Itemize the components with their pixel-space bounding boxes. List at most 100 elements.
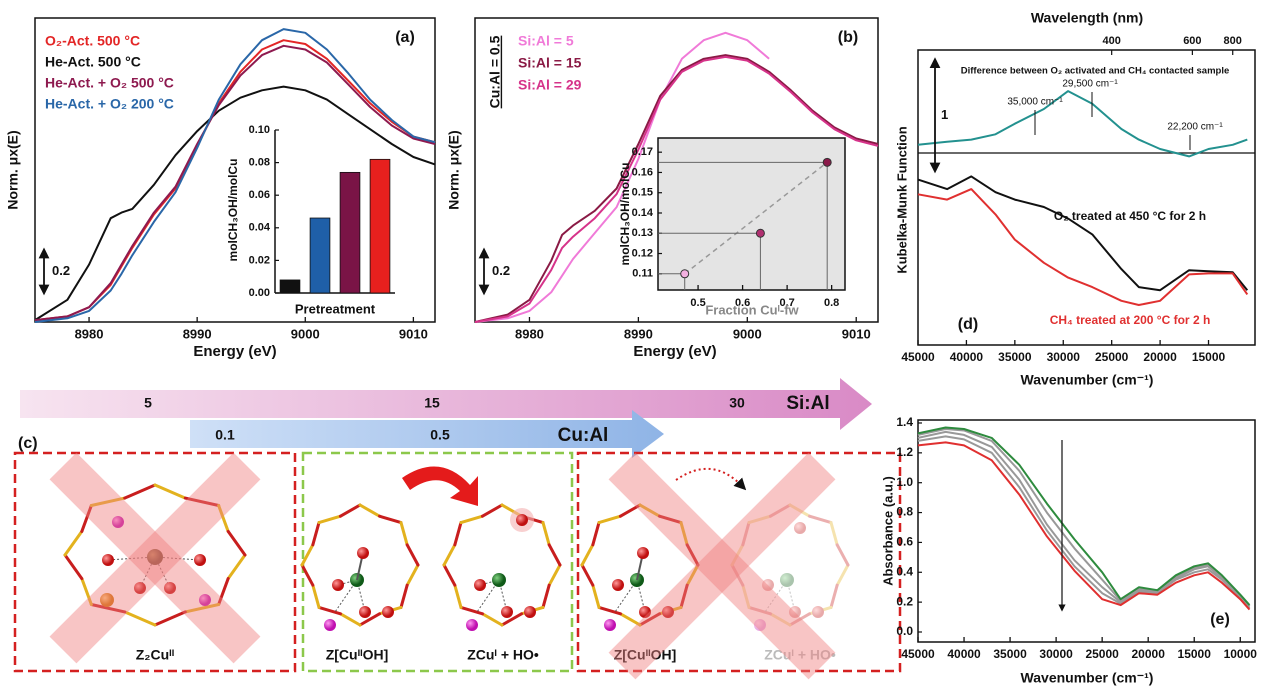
bond: [618, 503, 642, 518]
atom: [112, 516, 124, 528]
bond: [547, 543, 562, 567]
bond: [764, 579, 788, 613]
zeolite-ring: [300, 503, 420, 631]
y-tick-label: 0.04: [249, 222, 271, 234]
bond: [63, 553, 84, 581]
x-tick-label: 9000: [733, 326, 762, 341]
atom: [357, 547, 369, 559]
bond: [183, 496, 221, 508]
y-tick-label: 0.02: [249, 254, 270, 266]
legend-entry: He-Act. + O₂ 500 °C: [45, 75, 174, 91]
bond: [459, 514, 484, 525]
x-tick-label: 30000: [1039, 647, 1073, 661]
panel-label: (b): [838, 29, 858, 46]
bond: [835, 543, 850, 567]
scatter-point: [755, 228, 765, 238]
bond: [480, 612, 504, 627]
atom: [637, 547, 649, 559]
cu-al-label: 0.5: [430, 427, 450, 443]
x-tick-label: 9000: [291, 326, 320, 341]
bond: [580, 543, 595, 567]
reaction-arrow-blocked: [675, 467, 747, 491]
x2-tick-label: 600: [1183, 35, 1201, 47]
bond: [747, 605, 772, 616]
atom: [466, 619, 478, 631]
panel-label: (c): [18, 435, 38, 452]
bond: [829, 583, 839, 609]
x-tick-label: 20000: [1132, 647, 1166, 661]
x-tick-label: 9010: [399, 326, 428, 341]
x-tick-label: 35000: [998, 350, 1032, 364]
plot-frame: [917, 49, 1256, 346]
atom: [382, 606, 394, 618]
bond: [741, 583, 751, 609]
bond: [334, 579, 358, 613]
bond: [685, 563, 700, 587]
bond: [399, 521, 409, 547]
legend-entry: O₂-Act. 500 °C: [45, 33, 140, 49]
atom: [639, 606, 651, 618]
atom: [102, 554, 114, 566]
x2-tick-label: 800: [1224, 35, 1242, 47]
series-line: [917, 428, 1251, 608]
x-axis-label: Wavenumber (cm⁻¹): [1021, 670, 1154, 686]
plot-frame: [657, 137, 846, 291]
y-tick-label: 0.13: [632, 227, 653, 239]
bond: [618, 612, 642, 627]
bond: [317, 605, 342, 616]
bond: [338, 503, 362, 518]
y-tick-label: 0.14: [632, 207, 654, 219]
annotation: 22,200 cm⁻¹: [1167, 122, 1223, 133]
plot-frame: [474, 17, 879, 323]
plot-frame: [34, 17, 436, 323]
x-axis-label: Energy (eV): [633, 343, 716, 360]
bond: [442, 543, 457, 567]
box-active: [301, 451, 574, 673]
bond: [311, 521, 321, 547]
y-tick-label: 0.06: [249, 189, 270, 201]
y-tick-label: 1.2: [896, 445, 913, 459]
bond: [768, 503, 792, 518]
chart-panel: 0.5 0.6 0.7 0.8 0.11 0.12 0.13 0.14 0.15 0.16 0.17…: [618, 137, 846, 317]
atom: [359, 606, 371, 618]
series-line: [917, 175, 1249, 292]
bond: [89, 602, 127, 614]
structure-label: ZCuᴵ + HO•: [764, 647, 836, 663]
si-al-arrow: [20, 378, 872, 430]
legend-entry: He-Act. + O₂ 200 °C: [45, 96, 174, 112]
atom: [612, 579, 624, 591]
atom: [492, 573, 506, 587]
scatter-point: [822, 157, 832, 167]
y-tick-label: 0.17: [632, 146, 653, 158]
bond: [541, 583, 551, 609]
bond: [217, 504, 230, 533]
x-tick-label: 40000: [950, 350, 984, 364]
x-tick-label: 8980: [515, 326, 544, 341]
bond: [459, 605, 484, 616]
y-axis-label: Norm. μx(E): [446, 130, 462, 209]
bond: [358, 503, 382, 518]
series-line: [917, 435, 1251, 609]
bond: [730, 543, 745, 567]
y-tick-label: 0.0: [896, 624, 913, 638]
atom: [147, 549, 163, 565]
bond: [547, 563, 562, 587]
bond: [829, 521, 839, 547]
y-tick-label: 0.00: [249, 287, 270, 299]
atom: [134, 582, 146, 594]
atom: [100, 593, 114, 607]
atom: [789, 606, 801, 618]
si-al-label: 15: [424, 395, 440, 411]
x-tick-label: 0.5: [690, 297, 705, 309]
x-tick-label: 15000: [1178, 647, 1212, 661]
bond: [679, 583, 689, 609]
bond: [597, 514, 622, 525]
x-tick-label: 0.8: [824, 297, 839, 309]
atom: [194, 554, 206, 566]
y-tick-label: 0.16: [632, 166, 653, 178]
scatter-point: [680, 269, 690, 279]
x2-axis-label: Wavelength (nm): [1031, 10, 1143, 26]
x-tick-label: 15000: [1192, 350, 1226, 364]
box-inactive: [576, 451, 902, 673]
legend-entry: Si:Al = 15: [518, 55, 582, 71]
